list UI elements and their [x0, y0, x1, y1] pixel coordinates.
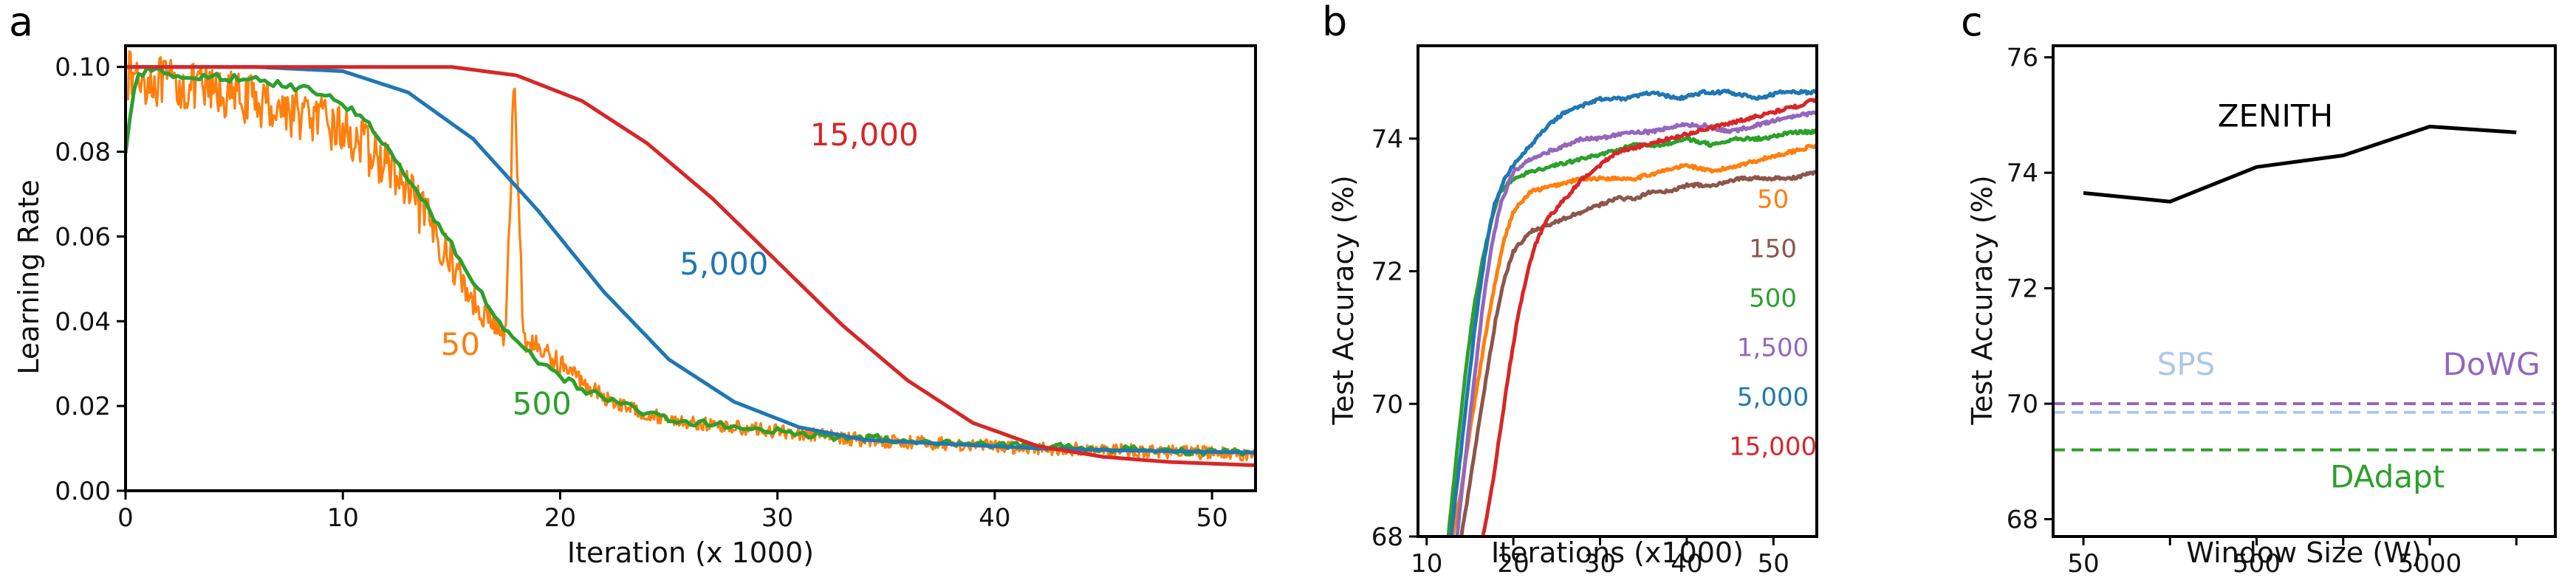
- y-tick-label: 68: [1371, 522, 1403, 552]
- series-line-5000: [1449, 89, 1817, 537]
- x-axis-label: Iterations (x1000): [1491, 537, 1744, 569]
- panel-b-chart: b 68 70 72 74 10 20 30 40 50 Iterations (x1000) Tes…: [1322, 0, 1818, 579]
- plot-frame: [1417, 44, 1818, 538]
- legend-entry: 50: [1757, 184, 1789, 214]
- x-tick-label: 30: [1584, 549, 1616, 579]
- legend-entry: 5,000: [1737, 382, 1809, 412]
- series-label: SPS: [2157, 346, 2216, 382]
- y-tick-label: 70: [2007, 390, 2038, 419]
- series-label: DoWG: [2443, 346, 2541, 382]
- legend-entry: 15,000: [1729, 432, 1817, 461]
- y-tick-label: 0.00: [55, 477, 111, 506]
- y-tick-label: 0.06: [55, 222, 111, 252]
- x-tick-label: 500: [2233, 549, 2281, 579]
- x-tick-label: 0: [117, 503, 134, 533]
- y-tick-label: 0.02: [55, 392, 111, 421]
- x-axis-label: Iteration (x 1000): [567, 537, 814, 569]
- legend-entry: 1,500: [1737, 333, 1809, 362]
- y-tick-label: 0.04: [55, 307, 111, 337]
- plot-frame: [124, 44, 1257, 492]
- y-tick-label: 0.08: [55, 138, 111, 168]
- series-label: 5,000: [679, 246, 768, 282]
- series-label: ZENITH: [2218, 98, 2333, 134]
- y-tick-label: 72: [1371, 258, 1403, 287]
- series-line-150: [1459, 169, 1817, 537]
- y-axis-label: Test Accuracy (%): [1327, 175, 1360, 425]
- series-label: 15,000: [810, 117, 919, 153]
- series-label: 50: [441, 326, 480, 362]
- series-line-15000: [126, 65, 1256, 467]
- plot-area: [126, 50, 1256, 467]
- y-tick-label: 0.10: [55, 53, 111, 83]
- y-tick-label: 76: [2007, 44, 2038, 73]
- x-tick-label: 40: [979, 503, 1010, 533]
- y-tick-label: 70: [1371, 390, 1403, 419]
- panel-letter: b: [1322, 0, 1347, 45]
- series-line-1500: [1455, 110, 1817, 537]
- x-tick-label: 50: [2067, 549, 2099, 579]
- x-tick-label: 50: [1758, 549, 1789, 579]
- series-line-50: [1450, 143, 1817, 537]
- panel-a-chart: a 0.00 0.02 0.04 0.06 0.08 0.10 0 10 20 30 40 50 Iter…: [9, 0, 1257, 569]
- series-line-500: [126, 66, 1256, 458]
- x-tick-label: 20: [1497, 549, 1529, 579]
- plot-area: [1446, 89, 1817, 537]
- plot-area: [2053, 125, 2555, 452]
- legend-entry: 150: [1749, 234, 1797, 263]
- series-label: 500: [513, 386, 572, 422]
- y-tick-label: 74: [2007, 159, 2038, 188]
- x-tick-label: 20: [544, 503, 576, 533]
- x-axis-label: Window Size (W): [2186, 537, 2422, 569]
- y-axis-label: Test Accuracy (%): [1966, 175, 1998, 425]
- y-tick-label: 68: [2007, 506, 2038, 535]
- y-axis-label: Learning Rate: [13, 179, 45, 374]
- series-line-15000: [1481, 97, 1817, 536]
- x-tick-label: 10: [327, 503, 359, 533]
- panel-letter: a: [9, 0, 33, 45]
- y-tick-label: 72: [2007, 275, 2038, 304]
- x-tick-label: 40: [1671, 549, 1702, 579]
- x-tick-label: 50: [1196, 503, 1228, 533]
- series-line-ZENITH: [2083, 125, 2517, 204]
- plot-frame: [2052, 44, 2557, 538]
- x-tick-label: 10: [1411, 549, 1442, 579]
- series-label: DAdapt: [2330, 459, 2445, 495]
- x-tick-label: 5000: [2398, 549, 2462, 579]
- x-tick-label: 30: [761, 503, 793, 533]
- y-tick-label: 74: [1371, 125, 1403, 154]
- panel-letter: c: [1961, 0, 1983, 45]
- legend-entry: 500: [1749, 283, 1797, 313]
